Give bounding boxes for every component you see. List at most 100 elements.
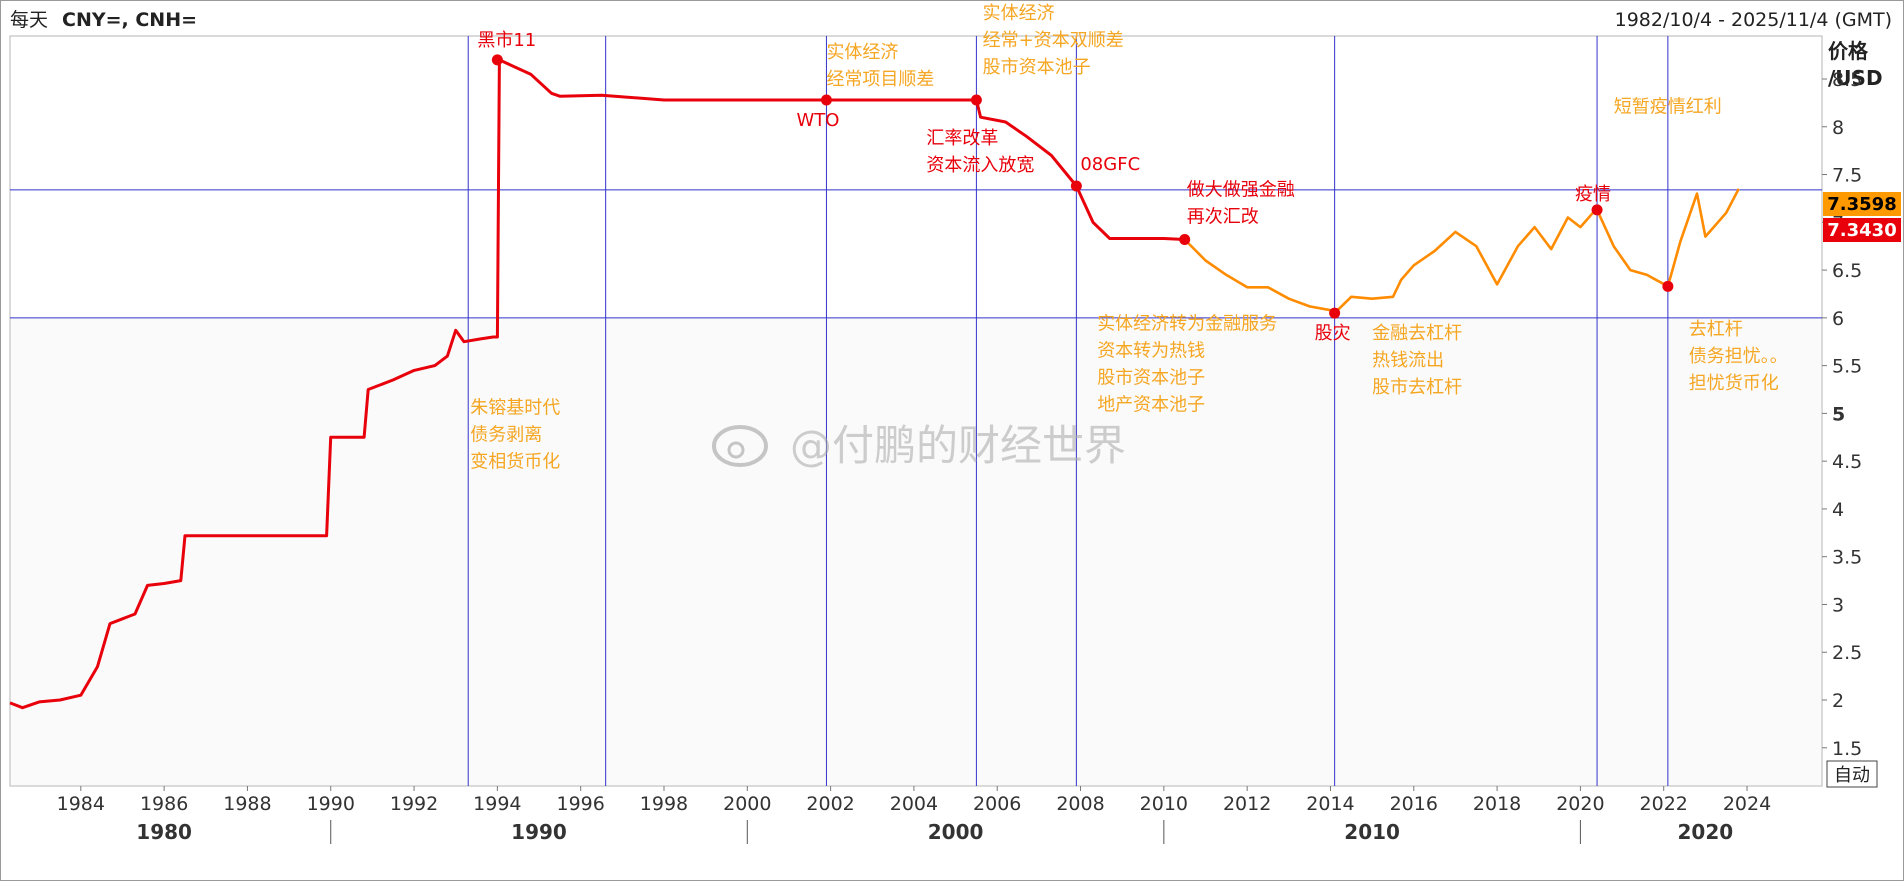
symbols-title: CNY=, CNH= [62, 9, 197, 31]
x-tick-label-2: 1988 [223, 793, 271, 815]
event-marker-6 [1179, 234, 1191, 246]
watermark: @付鹏的财经世界 [712, 421, 1126, 470]
annotation-5-line-3: 地产资本池子 [1097, 394, 1205, 415]
auto-scale-button-label[interactable]: 自动 [1834, 765, 1870, 786]
x-tick-label-7: 1998 [640, 793, 688, 815]
annotation-8-line-0: 去杠杆 [1689, 319, 1743, 340]
event-marker-4 [1591, 204, 1603, 216]
x-tick-label-11: 2006 [973, 793, 1021, 815]
annotation-7-line-0: 短暂疫情红利 [1614, 96, 1722, 117]
annotation-5-line-1: 资本转为热钱 [1097, 340, 1205, 361]
x-tick-label-19: 2022 [1640, 793, 1688, 815]
x-tick-label-12: 2008 [1056, 793, 1104, 815]
x-axis: 1984 1986 1988 1990 1992 1994 1996 1998 2000 2002… [57, 786, 1771, 844]
y-tick-label-7: 5 [1832, 403, 1845, 425]
decade-label-2: 2000 [928, 820, 984, 844]
decade-label-0: 1980 [136, 820, 192, 844]
watermark-text: @付鹏的财经世界 [790, 421, 1126, 470]
annotation-5-line-2: 股市资本池子 [1097, 367, 1205, 388]
annotation-6-line-0: 金融去杠杆 [1372, 323, 1462, 344]
annotation-2-line-0: 实体经济 [983, 3, 1055, 24]
event-marker-5 [970, 94, 982, 106]
annotation-6-line-2: 股市去杠杆 [1372, 377, 1462, 398]
decade-label-4: 2020 [1678, 820, 1734, 844]
annotation-1-line-0: 实体经济 [826, 42, 898, 63]
annotation-4-line-0: 做大做强金融 [1187, 180, 1295, 201]
annotation-3-line-0: 汇率改革 [926, 128, 998, 149]
price-badge-cny-text: 7.3430 [1827, 220, 1896, 241]
annotation-5-line-0: 实体经济转为金融服务 [1097, 313, 1277, 334]
x-tick-label-10: 2004 [890, 793, 938, 815]
annotation-0-line-2: 变相货币化 [470, 451, 560, 472]
frequency-label: 每天 [10, 9, 48, 31]
y-axis-unit-line1: 价格 [1828, 39, 1869, 63]
weibo-logo-icon [712, 425, 768, 467]
y-tick-label-3: 3 [1832, 594, 1844, 616]
event-vertical-lines [467, 36, 1669, 786]
lower-band-shade [11, 317, 1821, 785]
x-tick-label-5: 1994 [473, 793, 521, 815]
price-badge-cnh-text: 7.3598 [1827, 194, 1896, 215]
x-tick-label-8: 2000 [723, 793, 771, 815]
event-label-0: 黑市11 [477, 30, 536, 51]
decade-label-3: 2010 [1344, 820, 1400, 844]
x-tick-label-3: 1990 [307, 793, 355, 815]
x-tick-label-20: 2024 [1723, 793, 1771, 815]
decade-label-1: 1990 [511, 820, 567, 844]
price-badge-cnh: 7.3598 [1823, 192, 1901, 216]
event-marker-7 [1662, 280, 1674, 292]
x-tick-label-16: 2016 [1390, 793, 1438, 815]
event-label-2: 08GFC [1080, 154, 1140, 175]
y-tick-label-5: 4 [1832, 499, 1844, 521]
x-tick-label-9: 2002 [806, 793, 854, 815]
x-tick-label-17: 2018 [1473, 793, 1521, 815]
price-badge-cnh-bg [1823, 192, 1901, 216]
y-tick-label-12: 7.5 [1832, 165, 1862, 187]
y-axis-unit-line2: /USD [1828, 66, 1883, 90]
event-label-1: WTO [796, 110, 839, 131]
y-tick-label-0: 1.5 [1832, 738, 1862, 760]
x-tick-label-15: 2014 [1306, 793, 1354, 815]
y-tick-label-6: 4.5 [1832, 451, 1862, 473]
x-tick-label-0: 1984 [57, 793, 105, 815]
annotation-3-line-1: 资本流入放宽 [926, 155, 1034, 176]
x-tick-label-13: 2010 [1140, 793, 1188, 815]
x-tick-label-14: 2012 [1223, 793, 1271, 815]
series-line-CNH= [1183, 188, 1740, 315]
annotations: 朱镕基时代债务剥离变相货币化实体经济经常项目顺差实体经济经常+资本双顺差股市资本… [470, 3, 1787, 473]
date-range: 1982/10/4 - 2025/11/4 (GMT) [1615, 9, 1892, 31]
event-marker-2 [1070, 180, 1082, 192]
y-tick-label-8: 5.5 [1832, 356, 1862, 378]
event-markers: 黑市11 WTO 08GFC 股灾 疫情 [477, 30, 1674, 344]
annotation-6-line-1: 热钱流出 [1372, 350, 1444, 371]
y-tick-label-14: 8.5 [1832, 69, 1862, 91]
x-tick-label-4: 1992 [390, 793, 438, 815]
y-tick-label-13: 8 [1832, 117, 1844, 139]
annotation-8-line-2: 担忧货币化 [1689, 373, 1779, 394]
auto-scale-button-bg[interactable] [1826, 760, 1878, 788]
annotation-4-line-1: 再次汇改 [1187, 207, 1259, 228]
x-tick-label-18: 2020 [1556, 793, 1604, 815]
price-horizontal-lines [10, 189, 1822, 319]
event-label-3: 股灾 [1315, 323, 1351, 344]
y-tick-label-10: 6.5 [1832, 260, 1862, 282]
auto-scale-button[interactable]: 自动 [1826, 760, 1878, 788]
series-line-CNY= [9, 58, 1185, 710]
y-tick-label-4: 3.5 [1832, 547, 1862, 569]
y-axis: 价格 /USD 1.522.533.544.555.566.577.588.5 [1822, 39, 1883, 760]
price-badge-cny: 7.3430 [1823, 218, 1901, 242]
y-tick-label-9: 6 [1832, 308, 1844, 330]
event-marker-3 [1329, 307, 1341, 319]
x-tick-label-1: 1986 [140, 793, 188, 815]
event-label-4: 疫情 [1575, 184, 1611, 205]
annotation-2-line-1: 经常+资本双顺差 [983, 30, 1124, 51]
price-badge-cny-bg [1823, 218, 1901, 242]
annotation-1-line-1: 经常项目顺差 [826, 69, 934, 90]
annotation-2-line-2: 股市资本池子 [983, 57, 1091, 78]
plot-area [9, 35, 1823, 787]
x-tick-label-6: 1996 [556, 793, 604, 815]
y-tick-label-1: 2 [1832, 690, 1844, 712]
annotation-0-line-1: 债务剥离 [470, 424, 542, 445]
annotation-8-line-1: 债务担忧。。 [1689, 346, 1788, 367]
